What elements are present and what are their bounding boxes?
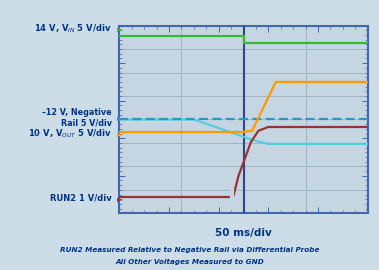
Text: 50 ms/div: 50 ms/div bbox=[215, 228, 272, 238]
Text: –12 V, Negative
Rail 5 V/div: –12 V, Negative Rail 5 V/div bbox=[42, 108, 112, 127]
Text: ►: ► bbox=[117, 194, 123, 203]
Text: ►: ► bbox=[117, 129, 123, 138]
Text: 10 V, V$_{OUT}$ 5 V/div: 10 V, V$_{OUT}$ 5 V/div bbox=[28, 127, 112, 140]
Text: All Other Voltages Measured to GND: All Other Voltages Measured to GND bbox=[115, 259, 264, 265]
Text: 14 V, V$_{IN}$ 5 V/div: 14 V, V$_{IN}$ 5 V/div bbox=[34, 22, 112, 35]
Text: RUN2 1 V/div: RUN2 1 V/div bbox=[50, 194, 112, 203]
Text: ►: ► bbox=[117, 24, 123, 33]
Text: RUN2 Measured Relative to Negative Rail via Differential Probe: RUN2 Measured Relative to Negative Rail … bbox=[60, 247, 319, 253]
Text: ►: ► bbox=[117, 113, 123, 122]
